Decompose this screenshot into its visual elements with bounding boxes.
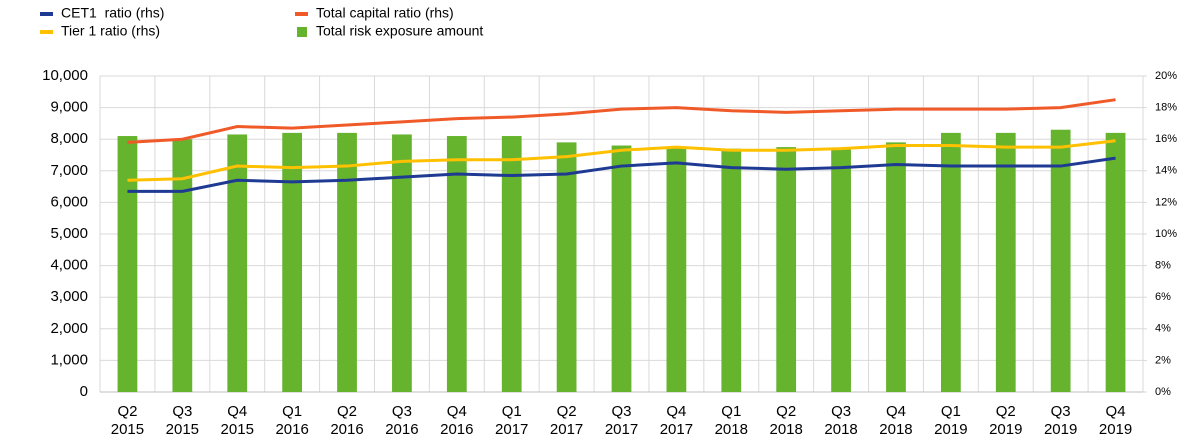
line [127, 156, 1116, 193]
bar [886, 142, 906, 392]
x-tick-label: 2016 [440, 421, 473, 438]
x-tick-label: 2019 [989, 421, 1022, 438]
x-tick-label: 2017 [495, 421, 528, 438]
bar [392, 134, 412, 392]
legend-swatch [40, 12, 53, 16]
x-tick-label: 2016 [275, 421, 308, 438]
y2-tick-label: 8% [1155, 260, 1171, 272]
x-tick-label: Q3 [831, 403, 851, 420]
bar [337, 132, 357, 392]
x-tick-label: 2015 [166, 421, 199, 438]
y-tick-label: 5,000 [50, 225, 88, 242]
x-tick-label: Q1 [941, 403, 961, 420]
x-tick-label: Q4 [227, 403, 247, 420]
legend-label: CET1 ratio (rhs) [61, 5, 164, 21]
y-tick-label: 1,000 [50, 351, 88, 368]
bar [666, 147, 687, 392]
y-tick-label: 2,000 [50, 320, 88, 337]
x-tick-label: Q2 [996, 403, 1016, 420]
x-tick-label: 2019 [1044, 421, 1077, 438]
bar [1105, 132, 1126, 392]
x-tick-label: Q3 [611, 403, 631, 420]
x-tick-label: Q4 [666, 403, 686, 420]
bar [282, 132, 303, 392]
x-tick-label: Q4 [886, 403, 906, 420]
y-tick-label: 0 [80, 383, 88, 400]
x-tick-label: 2018 [769, 421, 802, 438]
x-tick-label: 2017 [660, 421, 693, 438]
x-tick-label: 2019 [1099, 421, 1132, 438]
y-tick-label: 10,000 [42, 67, 88, 84]
bar [611, 145, 632, 392]
x-tick-label: 2016 [330, 421, 363, 438]
x-tick-label: 2017 [550, 421, 583, 438]
bar [556, 142, 577, 392]
y2-tick-label: 4% [1155, 323, 1171, 335]
y-tick-label: 3,000 [50, 288, 88, 305]
y-tick-label: 8,000 [50, 130, 88, 147]
bar [995, 132, 1016, 392]
y2-tick-label: 18% [1155, 102, 1177, 114]
x-tick-label: 2018 [879, 421, 912, 438]
y2-tick-label: 14% [1155, 165, 1177, 177]
bar [831, 148, 851, 392]
x-tick-label: Q1 [502, 403, 522, 420]
x-tick-label: 2019 [934, 421, 967, 438]
x-tick-label: 2018 [824, 421, 857, 438]
bar [940, 132, 961, 392]
legend-swatch [297, 27, 307, 37]
bar [776, 147, 797, 392]
y2-tick-label: 16% [1155, 133, 1177, 145]
bar [446, 136, 467, 392]
bar [721, 148, 742, 392]
line [127, 98, 1116, 144]
bar [501, 136, 522, 392]
x-tick-label: 2018 [715, 421, 748, 438]
bar [1050, 129, 1071, 392]
x-tick-label: 2017 [605, 421, 638, 438]
y2-tick-label: 12% [1155, 196, 1177, 208]
legend-label: Tier 1 ratio (rhs) [61, 23, 160, 39]
y2-tick-label: 20% [1155, 70, 1177, 82]
line [127, 139, 1116, 182]
bar [117, 136, 138, 392]
y2-tick-label: 10% [1155, 228, 1177, 240]
x-tick-label: Q3 [172, 403, 192, 420]
y-tick-label: 7,000 [50, 162, 88, 179]
bar [227, 134, 248, 392]
x-tick-label: Q3 [392, 403, 412, 420]
legend-swatch [40, 30, 53, 34]
bar [172, 139, 193, 392]
legend-swatch [295, 12, 308, 16]
y-tick-label: 6,000 [50, 193, 88, 210]
x-tick-label: Q2 [557, 403, 577, 420]
x-tick-label: 2015 [111, 421, 144, 438]
y-tick-label: 9,000 [50, 99, 88, 116]
x-tick-label: Q1 [282, 403, 302, 420]
x-tick-label: Q2 [776, 403, 796, 420]
x-tick-label: Q1 [721, 403, 741, 420]
x-tick-label: Q2 [337, 403, 357, 420]
x-tick-label: Q3 [1051, 403, 1071, 420]
legend-label: Total capital ratio (rhs) [316, 5, 454, 21]
x-tick-label: Q4 [1106, 403, 1126, 420]
y2-tick-label: 6% [1155, 291, 1171, 303]
legend-label: Total risk exposure amount [316, 23, 483, 39]
y-tick-label: 4,000 [50, 257, 88, 274]
y2-tick-label: 0% [1155, 386, 1171, 398]
x-tick-label: Q2 [117, 403, 137, 420]
y2-tick-label: 2% [1155, 354, 1171, 366]
x-tick-label: 2016 [385, 421, 418, 438]
x-tick-label: 2015 [221, 421, 254, 438]
x-tick-label: Q4 [447, 403, 467, 420]
